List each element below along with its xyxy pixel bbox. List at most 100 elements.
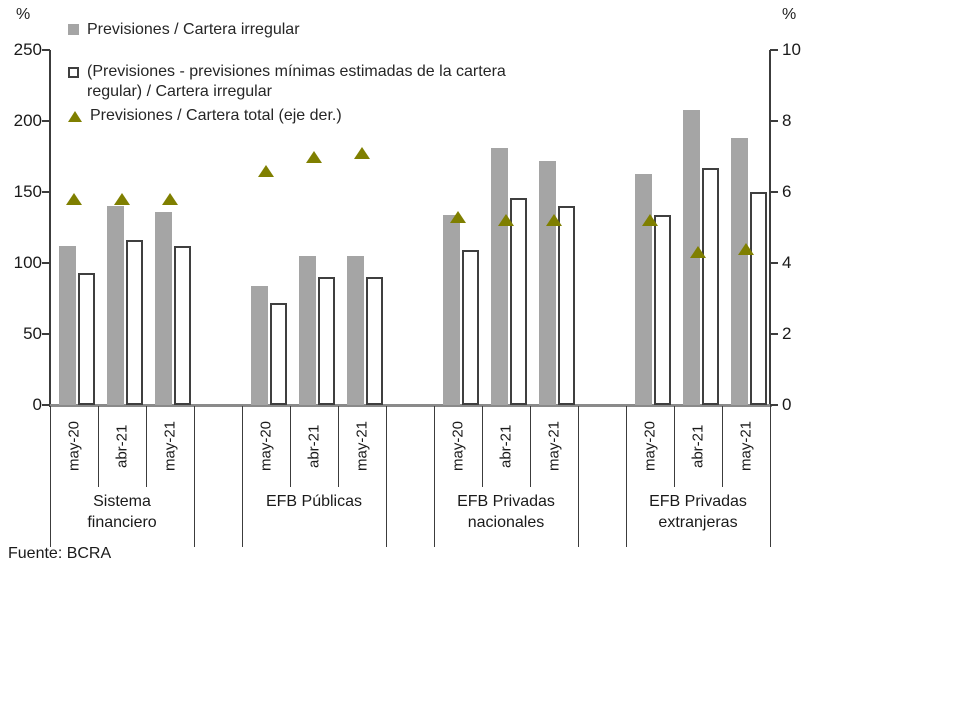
- bar-previsiones-menos-minimas: [462, 250, 479, 405]
- source-note: Fuente: BCRA: [8, 545, 112, 562]
- bar-previsiones-menos-minimas: [270, 302, 287, 405]
- legend-item-previsiones-menos-minimas: (Previsiones - previsiones mínimas estim…: [68, 62, 538, 102]
- left-axis-tick-label: 100: [13, 253, 42, 272]
- bar-previsiones-cartera-irregular: [251, 285, 268, 405]
- legend: Previsiones / Cartera irregular (Previsi…: [68, 20, 538, 126]
- right-axis-tick: [770, 120, 778, 122]
- triangle-previsiones-cartera-total: [546, 214, 562, 227]
- right-axis-tick-label: 2: [782, 324, 792, 343]
- left-axis-tick: [42, 191, 50, 193]
- bar-previsiones-cartera-irregular: [347, 255, 364, 405]
- left-axis-tick: [42, 262, 50, 264]
- right-axis-tick: [770, 191, 778, 193]
- period-divider-line: [290, 406, 291, 487]
- triangle-previsiones-cartera-total: [114, 193, 130, 206]
- x-axis-group-label: Sistema financiero: [87, 493, 157, 531]
- left-axis-line: [49, 50, 51, 407]
- x-axis-period-label: may-20: [449, 420, 467, 472]
- bar-previsiones-menos-minimas: [318, 277, 335, 405]
- x-axis-period-label: may-21: [737, 420, 755, 472]
- group-divider-line: [386, 406, 387, 547]
- right-axis-tick-label: 0: [782, 395, 792, 414]
- bar-previsiones-cartera-irregular: [731, 138, 748, 405]
- bar-previsiones-menos-minimas: [654, 214, 671, 405]
- period-divider-line: [338, 406, 339, 487]
- x-axis-group-label: EFB Públicas: [265, 493, 363, 510]
- legend-item-previsiones-cartera-irregular: Previsiones / Cartera irregular: [68, 20, 538, 40]
- left-axis-tick-label: 200: [13, 111, 42, 130]
- right-axis-tick-label: 6: [782, 182, 792, 201]
- triangle-previsiones-cartera-total: [162, 193, 178, 206]
- white-square-icon: [68, 67, 79, 78]
- period-divider-line: [530, 406, 531, 487]
- triangle-previsiones-cartera-total: [642, 214, 658, 227]
- left-axis-unit-label: %: [16, 6, 31, 23]
- olive-triangle-icon: [68, 111, 82, 122]
- left-axis-tick: [42, 404, 50, 406]
- x-axis-line: [50, 404, 772, 407]
- group-divider-line: [578, 406, 579, 547]
- bar-previsiones-cartera-irregular: [539, 160, 556, 405]
- legend-label: Previsiones / Cartera total (eje der.): [90, 107, 342, 124]
- triangle-previsiones-cartera-total: [690, 246, 706, 259]
- x-axis-group-label: EFB Privadas nacionales: [457, 493, 555, 531]
- triangle-previsiones-cartera-total: [66, 193, 82, 206]
- bar-previsiones-menos-minimas: [702, 167, 719, 405]
- bar-previsiones-menos-minimas: [78, 272, 95, 405]
- bar-previsiones-menos-minimas: [126, 240, 143, 405]
- bar-previsiones-cartera-irregular: [491, 147, 508, 405]
- right-axis-unit-label: %: [782, 6, 797, 23]
- triangle-previsiones-cartera-total: [738, 242, 754, 255]
- x-axis-period-label: may-21: [353, 420, 371, 472]
- bar-previsiones-cartera-irregular: [155, 211, 172, 405]
- period-divider-line: [98, 406, 99, 487]
- left-axis-tick: [42, 333, 50, 335]
- right-axis-tick: [770, 49, 778, 51]
- triangle-previsiones-cartera-total: [498, 214, 514, 227]
- group-divider-line: [434, 406, 435, 547]
- x-axis-period-label: may-20: [641, 420, 659, 472]
- group-divider-line: [770, 406, 771, 547]
- group-divider-line: [626, 406, 627, 547]
- legend-label: (Previsiones - previsiones mínimas estim…: [87, 63, 506, 100]
- period-divider-line: [722, 406, 723, 487]
- bar-previsiones-cartera-irregular: [635, 173, 652, 405]
- x-axis-period-label: may-20: [257, 420, 275, 472]
- bar-previsiones-menos-minimas: [366, 277, 383, 405]
- period-divider-line: [146, 406, 147, 487]
- x-axis-period-label: may-21: [545, 420, 563, 472]
- left-axis-tick-label: 50: [23, 324, 42, 343]
- bar-previsiones-menos-minimas: [510, 197, 527, 405]
- x-axis-period-label: may-20: [65, 420, 83, 472]
- bar-previsiones-cartera-irregular: [299, 255, 316, 405]
- right-axis-tick: [770, 333, 778, 335]
- right-axis-tick-label: 4: [782, 253, 792, 272]
- group-divider-line: [242, 406, 243, 547]
- right-axis-tick-label: 8: [782, 111, 792, 130]
- x-axis-period-label: abr-21: [113, 424, 131, 468]
- x-axis-group-label: EFB Privadas extranjeras: [649, 493, 747, 531]
- left-axis-tick-label: 0: [32, 395, 42, 414]
- x-axis-period-label: may-21: [161, 420, 179, 472]
- x-axis-period-label: abr-21: [497, 424, 515, 468]
- period-divider-line: [674, 406, 675, 487]
- right-axis-line: [769, 50, 771, 407]
- bar-previsiones-cartera-irregular: [107, 206, 124, 405]
- bar-previsiones-menos-minimas: [750, 192, 767, 405]
- left-axis-tick-label: 150: [13, 182, 42, 201]
- triangle-previsiones-cartera-total: [354, 146, 370, 159]
- bar-previsiones-menos-minimas: [174, 245, 191, 405]
- right-axis-tick: [770, 262, 778, 264]
- x-axis-period-label: abr-21: [305, 424, 323, 468]
- group-divider-line: [50, 406, 51, 547]
- legend-label: Previsiones / Cartera irregular: [87, 21, 300, 38]
- right-axis-tick-label: 10: [782, 40, 801, 59]
- left-axis-tick: [42, 49, 50, 51]
- group-divider-line: [194, 406, 195, 547]
- bar-previsiones-cartera-irregular: [443, 214, 460, 405]
- triangle-previsiones-cartera-total: [258, 164, 274, 177]
- bar-previsiones-cartera-irregular: [59, 245, 76, 405]
- period-divider-line: [482, 406, 483, 487]
- gray-square-icon: [68, 24, 79, 35]
